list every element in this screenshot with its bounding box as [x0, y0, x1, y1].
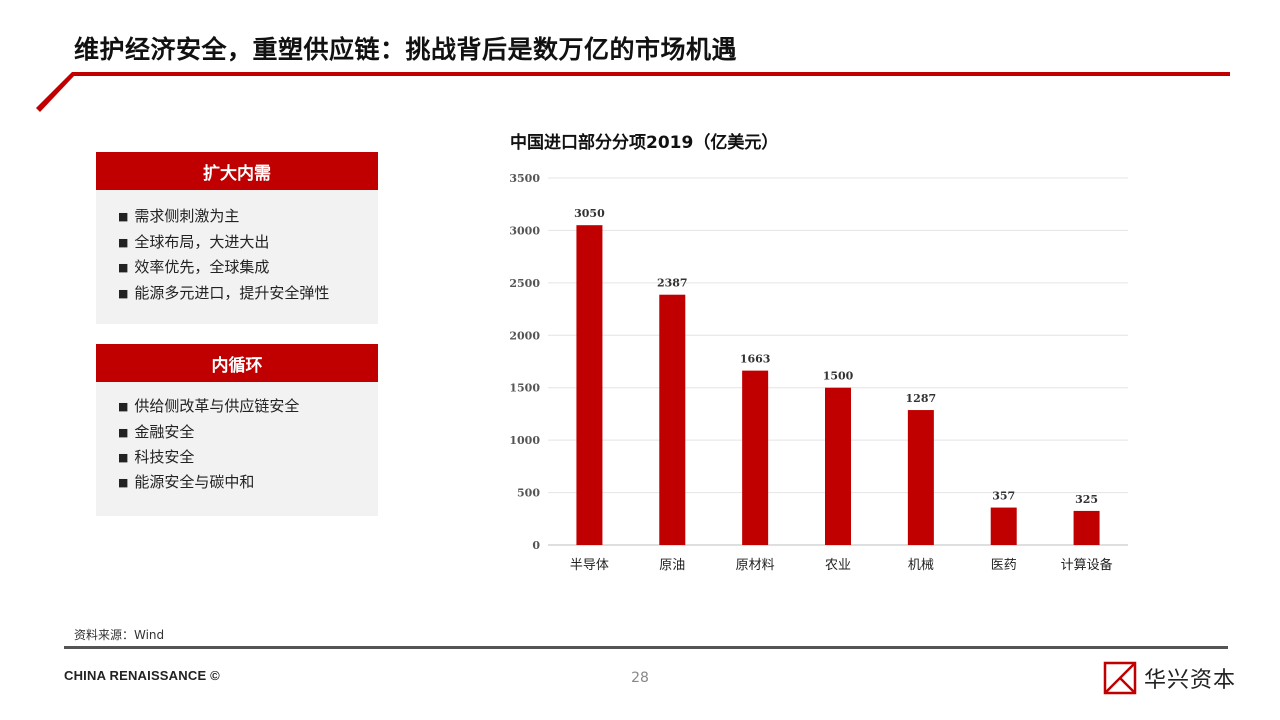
list-item: ■ 需求侧刺激为主: [118, 207, 240, 225]
y-tick-label: 1000: [509, 434, 540, 447]
bar: [576, 225, 603, 545]
square-bullet-icon: ■: [118, 425, 129, 439]
list-item: ■ 金融安全: [118, 422, 195, 441]
company-name: CHINA RENAISSANCE ©: [64, 668, 220, 683]
list-item: ■ 能源安全与碳中和: [118, 472, 255, 491]
data-label: 1287: [906, 392, 937, 405]
x-tick-label: 农业: [825, 558, 851, 573]
square-bullet-icon: ■: [118, 210, 129, 223]
square-bullet-icon: ■: [118, 400, 129, 413]
list-item: ■ 全球布局，大进大出: [118, 232, 270, 251]
y-tick-label: 1500: [509, 382, 540, 395]
chart-title: 中国进口部分分项2019（亿美元）: [510, 133, 779, 153]
data-label: 3050: [574, 207, 605, 220]
list-item: ■ 能源多元进口，提升安全弹性: [118, 283, 330, 302]
bar: [742, 370, 769, 545]
panel-list: ■ 供给侧改革与供应链安全 ■ 金融安全 ■ 科技安全 ■ 能源安全与碳中和: [96, 382, 378, 495]
x-tick-label: 半导体: [570, 558, 609, 573]
bar: [659, 294, 686, 545]
bar: [907, 410, 934, 545]
y-tick-label: 2500: [509, 277, 540, 290]
data-label: 357: [992, 490, 1015, 503]
list-item: ■ 科技安全: [118, 447, 195, 466]
x-tick-label: 医药: [991, 558, 1017, 573]
y-tick-label: 3500: [509, 172, 540, 185]
data-label: 325: [1075, 493, 1098, 506]
panel-title: 扩大内需: [96, 152, 378, 190]
data-label: 1663: [740, 353, 771, 366]
y-tick-label: 2000: [509, 329, 540, 342]
logo-mark-icon: [1103, 661, 1137, 695]
company-logo: 华兴资本: [1102, 660, 1236, 696]
page-number: 28: [631, 670, 649, 686]
y-tick-label: 3000: [509, 224, 540, 237]
x-tick-label: 机械: [908, 558, 934, 573]
bar: [825, 387, 851, 545]
square-bullet-icon: ■: [118, 286, 129, 300]
square-bullet-icon: ■: [118, 450, 129, 464]
page-title: 维护经济安全，重塑供应链：挑战背后是数万亿的市场机遇: [74, 35, 738, 64]
panel-expand-demand: 扩大内需 ■ 需求侧刺激为主 ■ 全球布局，大进大出 ■ 效率优先，全球集成 ■ 能源多…: [96, 152, 378, 324]
y-tick-label: 500: [517, 487, 540, 500]
panel-internal-circulation: 内循环 ■ 供给侧改革与供应链安全 ■ 金融安全 ■ 科技安全 ■ 能源安全与碳中和: [96, 344, 378, 516]
x-tick-label: 计算设备: [1061, 557, 1113, 573]
square-bullet-icon: ■: [118, 261, 129, 274]
bar: [990, 507, 1017, 545]
list-item: ■ 供给侧改革与供应链安全: [118, 397, 300, 415]
list-item: ■ 效率优先，全球集成: [118, 258, 270, 276]
source-note: 资料来源：Wind: [74, 628, 165, 642]
data-label: 1500: [823, 370, 854, 383]
footer-divider: [64, 646, 1228, 649]
square-bullet-icon: ■: [118, 475, 129, 489]
y-tick-label: 0: [532, 539, 540, 552]
bar: [1073, 510, 1100, 545]
data-label: 2387: [657, 277, 688, 290]
logo-text: 华兴资本: [1144, 668, 1237, 693]
panel-list: ■ 需求侧刺激为主 ■ 全球布局，大进大出 ■ 效率优先，全球集成 ■ 能源多元进口，提…: [96, 190, 378, 306]
square-bullet-icon: ■: [118, 235, 129, 249]
import-bar-chart: 0 500 1000 1500 2000 2500 3000 3500 3050 半导体 2387 原…: [509, 172, 1128, 573]
panel-title: 内循环: [96, 344, 378, 382]
x-tick-label: 原材料: [736, 558, 775, 573]
header-accent-line: [36, 72, 1230, 112]
x-tick-label: 原油: [659, 558, 685, 573]
